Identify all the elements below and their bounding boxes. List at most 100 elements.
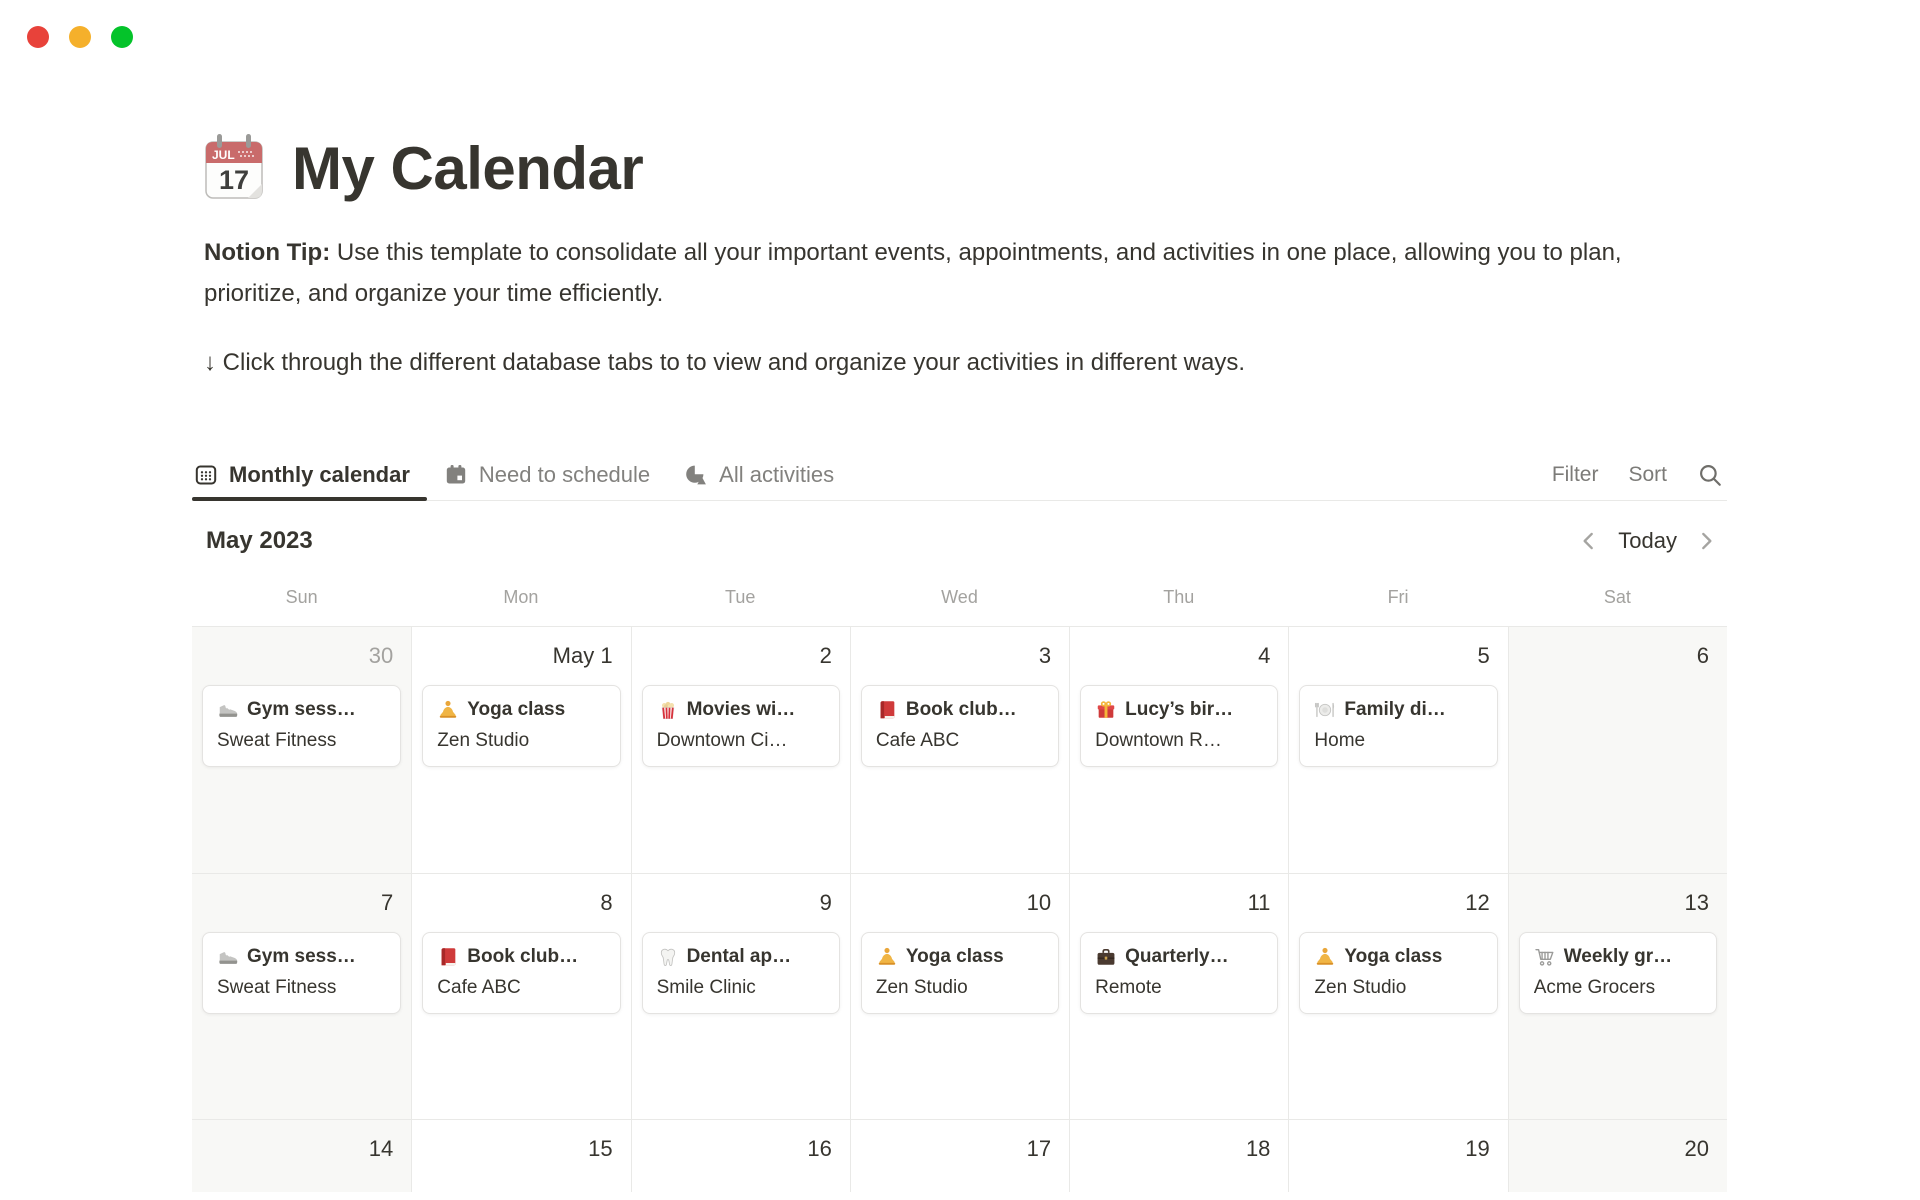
database-tab-bar: Monthly calendar Need to schedule All acti… <box>192 449 1727 501</box>
day-cell-11[interactable]: 11 Quarterly… Remote <box>1069 873 1289 1119</box>
next-month-icon[interactable] <box>1693 528 1719 554</box>
event-card-family-di[interactable]: Family di… Home <box>1299 685 1498 767</box>
today-button[interactable]: Today <box>1618 528 1677 553</box>
event-title: Gym sess… <box>247 946 356 967</box>
day-cell-7[interactable]: 7 Gym sess… Sweat Fitness <box>192 873 412 1119</box>
event-location: Home <box>1314 730 1366 751</box>
day-cell-4[interactable]: 4 Lucy’s bir… Downtown R… <box>1069 627 1288 873</box>
event-location: Cafe ABC <box>875 730 960 751</box>
date-label: 19 <box>1465 1136 1490 1161</box>
tab-all-activities[interactable]: All activities <box>667 449 851 500</box>
event-title: Yoga class <box>1344 946 1443 967</box>
event-card-dental-ap[interactable]: Dental ap… Smile Clinic <box>641 932 840 1014</box>
event-location: Zen Studio <box>875 977 968 998</box>
event-card-yoga-class[interactable]: Yoga class Zen Studio <box>860 932 1060 1014</box>
event-title-row: Lucy’s bir… <box>1095 699 1263 721</box>
date-label: 9 <box>819 890 832 915</box>
tab-label: All activities <box>719 461 835 487</box>
weekday-header-tue: Tue <box>725 587 756 607</box>
calendar-grid-icon <box>194 463 218 487</box>
weekday-header-fri: Fri <box>1387 587 1409 607</box>
day-cell-16[interactable]: 16 <box>630 1119 850 1192</box>
event-title: Book club… <box>467 946 579 967</box>
event-title-row: Book club… <box>437 946 605 968</box>
day-cell-18[interactable]: 18 <box>1069 1119 1289 1192</box>
event-card-yoga-class[interactable]: Yoga class Zen Studio <box>422 685 621 767</box>
filter-button[interactable]: Filter <box>1551 462 1599 486</box>
date-label: 12 <box>1465 890 1490 915</box>
day-cell-20[interactable]: 20 <box>1507 1119 1727 1192</box>
running-shoe-icon <box>217 699 239 721</box>
svg-text:JUL: JUL <box>212 148 235 162</box>
event-card-book-club[interactable]: Book club… Cafe ABC <box>860 685 1060 767</box>
event-card-lucy-s-bir[interactable]: Lucy’s bir… Downtown R… <box>1080 685 1279 767</box>
event-card-quarterly[interactable]: Quarterly… Remote <box>1080 932 1279 1014</box>
zoom-window-button[interactable] <box>111 26 133 48</box>
close-window-button[interactable] <box>27 26 49 48</box>
cart-icon <box>1534 946 1556 968</box>
day-cell-5[interactable]: 5 Family di… Home <box>1288 627 1507 873</box>
event-title: Weekly gr… <box>1563 946 1673 967</box>
day-cell-19[interactable]: 19 <box>1288 1119 1508 1192</box>
tab-list: Monthly calendar Need to schedule All acti… <box>192 449 851 501</box>
event-title: Quarterly… <box>1125 946 1229 967</box>
event-card-book-club[interactable]: Book club… Cafe ABC <box>422 932 621 1014</box>
gift-icon <box>1095 699 1117 721</box>
notion-tip-label: Notion Tip: <box>204 239 331 266</box>
event-location: Zen Studio <box>437 730 530 751</box>
month-navigation: Today <box>1576 528 1719 554</box>
event-title-row: Book club… <box>876 699 1044 721</box>
red-book-icon <box>876 699 898 721</box>
previous-month-icon[interactable] <box>1576 528 1602 554</box>
date-label: 7 <box>381 890 394 915</box>
date-label: 13 <box>1684 890 1709 915</box>
date-label: 18 <box>1245 1136 1271 1161</box>
date-label: 2 <box>819 643 832 668</box>
search-icon[interactable] <box>1697 462 1723 488</box>
day-cell-30[interactable]: 30 Gym sess… Sweat Fitness <box>192 627 412 873</box>
event-location: Cafe ABC <box>437 977 521 998</box>
event-title: Lucy’s bir… <box>1125 699 1234 720</box>
day-cell-8[interactable]: 8 Book club… Cafe ABC <box>411 873 631 1119</box>
event-title-row: Yoga class <box>437 699 605 721</box>
calendar-page-icon[interactable]: JUL 17 <box>202 134 266 202</box>
day-cell-2[interactable]: 2 Movies wi… Downtown Ci… <box>630 627 850 873</box>
red-book-icon <box>437 946 459 968</box>
tab-monthly-calendar[interactable]: Monthly calendar <box>192 449 427 501</box>
date-label: 4 <box>1258 643 1271 668</box>
minimize-window-button[interactable] <box>69 26 91 48</box>
event-title-row: Quarterly… <box>1095 946 1263 968</box>
event-card-gym-sess[interactable]: Gym sess… Sweat Fitness <box>202 932 402 1014</box>
notion-tip-text: Notion Tip: Use this template to consoli… <box>204 239 1622 307</box>
day-cell-13[interactable]: 13 Weekly gr… Acme Grocers <box>1507 873 1727 1119</box>
calendar-grid: 30 Gym sess… Sweat Fitness May 1 Yoga class Z… <box>192 626 1727 1192</box>
event-title: Yoga class <box>905 946 1004 967</box>
day-cell-6[interactable]: 6 <box>1507 627 1727 873</box>
day-cell-may-1[interactable]: May 1 Yoga class Zen Studio <box>411 627 630 873</box>
instruction-text: ↓ Click through the different database t… <box>204 349 1246 376</box>
day-cell-14[interactable]: 14 <box>192 1119 412 1192</box>
date-label: 16 <box>807 1136 832 1161</box>
month-label: May 2023 <box>206 527 313 554</box>
day-cell-12[interactable]: 12 Yoga class Zen Studio <box>1288 873 1508 1119</box>
weekday-header-sun: Sun <box>285 587 318 607</box>
day-cell-17[interactable]: 17 <box>849 1119 1070 1192</box>
weekday-header-wed: Wed <box>941 587 978 607</box>
event-location: Remote <box>1095 977 1162 998</box>
day-cell-15[interactable]: 15 <box>411 1119 631 1192</box>
event-location: Zen Studio <box>1314 977 1407 998</box>
sort-button[interactable]: Sort <box>1628 462 1667 486</box>
day-cell-9[interactable]: 9 Dental ap… Smile Clinic <box>630 873 850 1119</box>
event-card-gym-sess[interactable]: Gym sess… Sweat Fitness <box>202 685 402 767</box>
event-title: Book club… <box>905 699 1017 720</box>
date-label: 20 <box>1684 1136 1709 1161</box>
tab-need-to-schedule[interactable]: Need to schedule <box>427 449 667 500</box>
event-card-movies-wi[interactable]: Movies wi… Downtown Ci… <box>641 685 840 767</box>
briefcase-icon <box>1095 946 1117 968</box>
day-cell-3[interactable]: 3 Book club… Cafe ABC <box>849 627 1069 873</box>
event-card-yoga-class[interactable]: Yoga class Zen Studio <box>1299 932 1498 1014</box>
day-cell-10[interactable]: 10 Yoga class Zen Studio <box>849 873 1070 1119</box>
event-title-row: Gym sess… <box>217 699 386 721</box>
event-card-weekly-gr[interactable]: Weekly gr… Acme Grocers <box>1518 932 1717 1014</box>
event-title: Gym sess… <box>247 699 356 720</box>
